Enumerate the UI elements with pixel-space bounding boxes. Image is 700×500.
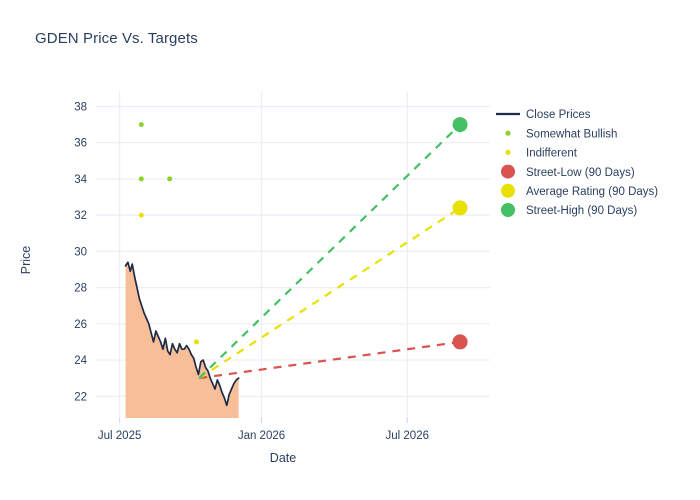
legend-dot-swatch (501, 183, 515, 198)
close-prices-line (124, 261, 240, 407)
legend-label: Somewhat Bullish (526, 128, 617, 140)
close-prices-path (124, 261, 240, 407)
legend-item[interactable]: Close Prices (496, 109, 591, 121)
x-tick-label: Jul 2025 (98, 430, 141, 442)
legend-item[interactable]: Somewhat Bullish (505, 128, 617, 140)
target-marker[interactable] (452, 117, 468, 133)
projection-line (198, 123, 461, 379)
rating-marker[interactable] (167, 176, 173, 182)
chart-title: GDEN Price Vs. Targets (35, 30, 198, 47)
projection-lines-group (198, 123, 461, 380)
y-tick-label: 36 (74, 138, 87, 150)
target-marker[interactable] (452, 200, 468, 216)
y-tick-label: 34 (74, 174, 87, 186)
legend-dot-swatch (501, 203, 515, 217)
rating-marker[interactable] (138, 122, 144, 128)
y-tick-label: 38 (74, 101, 87, 113)
legend-item[interactable]: Street-Low (90 Days) (501, 164, 635, 179)
legend-label: Indifferent (526, 148, 578, 160)
gridlines-group (96, 105, 490, 397)
rating-marker[interactable] (138, 176, 144, 182)
target-markers-group[interactable] (452, 117, 468, 350)
x-tick-label: Jan 2026 (238, 430, 285, 442)
vertical-gridlines-group (119, 92, 408, 418)
y-tick-label: 26 (74, 319, 87, 331)
y-tick-label: 24 (74, 355, 87, 367)
chart-legend[interactable]: Close Prices Somewhat Bullish Indifferent S… (496, 109, 658, 217)
y-axis-tick-labels: 22 24 26 28 30 32 34 36 38 (74, 101, 87, 403)
x-axis-tick-marks (119, 418, 408, 423)
rating-marker[interactable] (138, 212, 144, 218)
rating-marker[interactable] (193, 339, 199, 345)
legend-dot-swatch (501, 164, 515, 179)
target-marker[interactable] (452, 334, 468, 350)
legend-item[interactable]: Street-High (90 Days) (501, 203, 637, 217)
y-tick-label: 22 (74, 391, 87, 403)
rating-markers-group[interactable] (138, 122, 199, 345)
legend-label: Street-Low (90 Days) (526, 167, 635, 179)
y-tick-label: 32 (74, 210, 87, 222)
y-axis-title: Price (19, 246, 33, 275)
projection-line (198, 206, 461, 380)
close-prices-area-fill (125, 262, 239, 418)
legend-item[interactable]: Indifferent (505, 148, 578, 160)
y-tick-label: 28 (74, 283, 87, 295)
legend-label: Average Rating (90 Days) (526, 186, 658, 198)
legend-label: Close Prices (526, 109, 591, 121)
x-axis-title: Date (270, 451, 296, 465)
legend-label: Street-High (90 Days) (526, 205, 637, 217)
legend-dot-swatch (505, 130, 511, 136)
close-prices-fill (125, 262, 239, 418)
legend-dot-swatch (505, 149, 511, 155)
x-axis-tick-labels: Jul 2025 Jan 2026 Jul 2026 (98, 430, 429, 442)
y-tick-label: 30 (74, 246, 87, 258)
legend-item[interactable]: Average Rating (90 Days) (501, 183, 658, 198)
x-tick-label: Jul 2026 (386, 430, 429, 442)
